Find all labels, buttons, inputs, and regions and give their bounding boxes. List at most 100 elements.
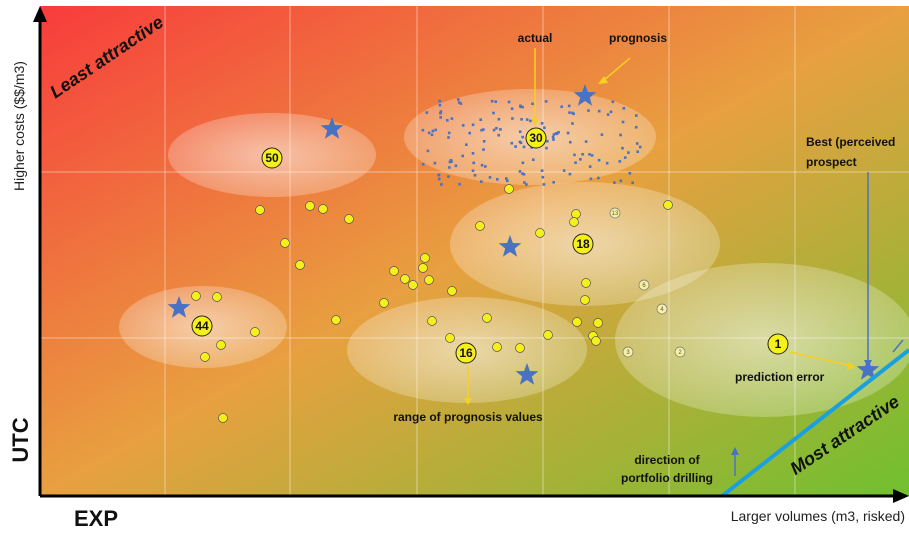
prognosis-point bbox=[634, 125, 638, 129]
prognosis-point bbox=[552, 138, 555, 141]
prospect-dot bbox=[482, 313, 492, 323]
prognosis-point bbox=[430, 133, 434, 137]
direction-label-line1: direction of bbox=[634, 453, 700, 467]
small-marker: 13 bbox=[609, 207, 621, 219]
prognosis-point bbox=[479, 118, 482, 121]
prognosis-point bbox=[447, 131, 451, 135]
star-marker bbox=[856, 358, 880, 380]
prognosis-point bbox=[605, 161, 609, 165]
prognosis-point bbox=[521, 172, 524, 175]
prognosis-point bbox=[619, 179, 623, 183]
prognosis-point bbox=[588, 165, 592, 168]
prospect-dot bbox=[504, 184, 514, 194]
x-axis-arrowhead bbox=[893, 489, 909, 503]
prognosis-point bbox=[525, 183, 528, 186]
prognosis-point bbox=[471, 152, 475, 155]
prognosis-point bbox=[581, 153, 584, 156]
prognosis-point bbox=[494, 100, 497, 103]
prospect-dot bbox=[515, 343, 525, 353]
prognosis-point bbox=[433, 161, 437, 165]
cluster-labels: 50 30 18 44 16 1 bbox=[191, 127, 789, 364]
cluster-label-50: 50 bbox=[261, 147, 283, 169]
range-arrow-head bbox=[464, 398, 472, 405]
svg-text:50: 50 bbox=[265, 151, 279, 165]
prognosis-point bbox=[505, 177, 508, 180]
prognosis-point bbox=[597, 158, 601, 162]
prognosis-point bbox=[588, 153, 591, 156]
range-label: range of prognosis values bbox=[393, 410, 543, 424]
prognosis-point bbox=[618, 160, 622, 163]
prognosis-point bbox=[566, 131, 570, 135]
prognosis-point bbox=[439, 110, 443, 113]
prognosis-point bbox=[457, 98, 460, 101]
star-marker bbox=[498, 235, 522, 257]
small-marker: 3 bbox=[622, 346, 634, 358]
error-arrow-head bbox=[847, 362, 856, 370]
prognosis-point bbox=[514, 145, 517, 148]
prognosis-point bbox=[447, 175, 450, 178]
prospect-dot bbox=[212, 292, 222, 302]
prognosis-point bbox=[448, 160, 452, 164]
prognosis-point bbox=[488, 176, 492, 179]
stars bbox=[167, 84, 880, 385]
y-axis-short-label: UTC bbox=[8, 417, 33, 462]
prospect-dot bbox=[492, 342, 502, 352]
prospect-dot bbox=[420, 253, 430, 263]
prospect-dot bbox=[331, 315, 341, 325]
prediction-error-label: prediction error bbox=[735, 370, 825, 384]
prognosis-point bbox=[636, 150, 639, 153]
prognosis-point bbox=[518, 130, 522, 133]
svg-text:16: 16 bbox=[459, 346, 473, 360]
prognosis-point bbox=[448, 166, 451, 169]
prognosis-point bbox=[473, 174, 477, 177]
prognosis-point bbox=[525, 118, 529, 121]
prognosis-point bbox=[606, 113, 610, 116]
prognosis-point bbox=[507, 100, 511, 104]
prospect-dot bbox=[280, 238, 290, 248]
prognosis-point bbox=[529, 119, 532, 123]
x-axis-title: Larger volumes (m3, risked) bbox=[731, 508, 905, 524]
prognosis-point bbox=[579, 158, 582, 161]
prognosis-point bbox=[562, 169, 566, 172]
prognosis-point bbox=[520, 118, 523, 121]
prognosis-point bbox=[434, 128, 437, 132]
prognosis-point bbox=[522, 173, 526, 176]
prognosis-point bbox=[540, 122, 544, 125]
star-marker bbox=[515, 363, 539, 385]
prognosis-point bbox=[439, 116, 442, 119]
error-arrow bbox=[789, 351, 853, 367]
prospect-dot bbox=[445, 333, 455, 343]
prognosis-point bbox=[421, 163, 425, 166]
prognosis-point bbox=[492, 128, 496, 132]
axes bbox=[33, 6, 909, 503]
direction-label-line2: portfolio drilling bbox=[621, 471, 713, 485]
prognosis-point bbox=[552, 133, 556, 136]
cluster-ellipse bbox=[615, 263, 909, 417]
prognosis-point bbox=[567, 104, 571, 108]
prognosis-point bbox=[560, 105, 563, 108]
star-marker bbox=[573, 84, 597, 106]
y-axis-arrowhead bbox=[33, 6, 47, 22]
small-marker-label: 13 bbox=[612, 211, 619, 217]
prognosis-point bbox=[621, 120, 625, 124]
prognosis-point bbox=[542, 183, 546, 186]
prospect-dot bbox=[250, 327, 260, 337]
svg-text:18: 18 bbox=[576, 237, 590, 251]
actual-label: actual bbox=[518, 31, 553, 45]
prospect-dot bbox=[295, 260, 305, 270]
prospect-dot bbox=[218, 413, 228, 423]
prognosis-point bbox=[554, 132, 558, 135]
prognosis-point bbox=[480, 180, 483, 183]
small-marker: 6 bbox=[638, 279, 650, 291]
prognosis-point bbox=[531, 102, 534, 106]
prognosis-point bbox=[458, 101, 461, 104]
prospect-dot bbox=[379, 298, 389, 308]
best-arrow-head bbox=[864, 360, 872, 368]
prognosis-point bbox=[522, 145, 526, 149]
prognosis-point bbox=[518, 170, 522, 173]
prognosis-point bbox=[638, 145, 642, 149]
best-label-line1: Best (perceived bbox=[806, 135, 895, 149]
prognosis-point bbox=[573, 153, 576, 157]
prognosis-point bbox=[568, 172, 572, 176]
prognosis-point bbox=[480, 163, 484, 167]
